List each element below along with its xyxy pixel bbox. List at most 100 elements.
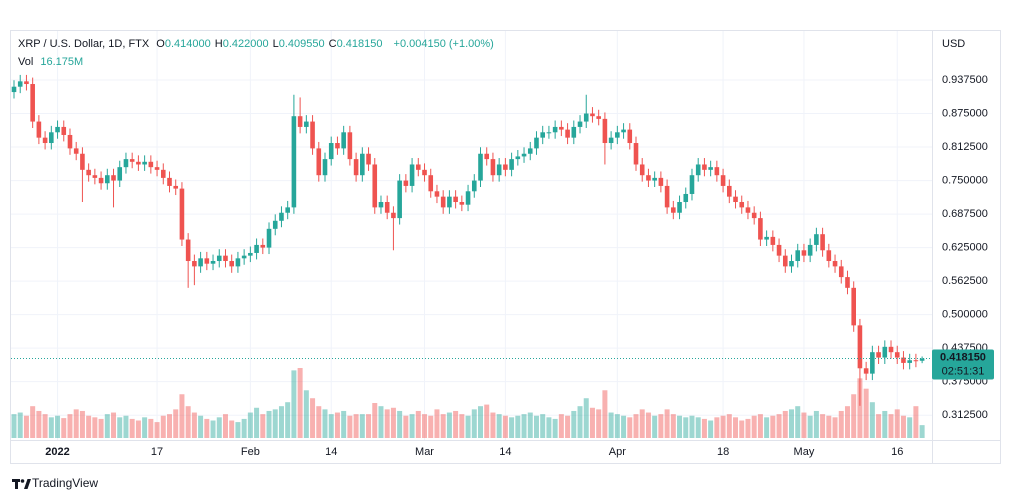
volume-bar (42, 414, 48, 438)
volume-bar (241, 418, 247, 438)
volume-bar (111, 412, 117, 438)
candle-body (409, 164, 415, 186)
candle-body (459, 202, 465, 205)
volume-bar (614, 414, 620, 438)
candle-body (154, 167, 160, 170)
volume-bar (23, 415, 29, 438)
candle-body (30, 84, 35, 122)
candle-body (888, 346, 894, 353)
volume-bar (11, 414, 17, 438)
candle-body (347, 132, 353, 160)
candle-body (484, 153, 490, 160)
volume-bar (851, 394, 857, 438)
change: +0.004150 (+1.00%) (393, 38, 494, 50)
volume-bar (658, 414, 664, 438)
candle-body (24, 81, 29, 85)
volume-bar (104, 414, 110, 438)
candle-body (801, 250, 807, 256)
volume-bar (639, 409, 645, 438)
candle-body (67, 134, 73, 149)
candle-body (845, 277, 850, 288)
candle-body (870, 352, 875, 374)
volume-bar (123, 415, 129, 438)
volume-bar (229, 420, 235, 438)
candle-body (297, 116, 303, 127)
volume-bar (621, 415, 627, 438)
volume-bar (739, 420, 745, 438)
volume-bar (465, 415, 471, 438)
symbol-title: XRP / U.S. Dollar, 1D, FTX (18, 38, 150, 50)
candle-body (229, 261, 234, 267)
x-tick-label: Mar (415, 446, 434, 458)
volume-bar (913, 406, 919, 438)
candle-body (465, 191, 471, 205)
volume-bar (440, 414, 446, 438)
volume-bar (857, 378, 863, 438)
candle-body (615, 132, 620, 138)
volume-bar (266, 410, 272, 438)
volume-bar (92, 417, 98, 438)
volume-bar (602, 390, 608, 438)
candle-body (782, 255, 788, 267)
volume-bar (515, 415, 521, 438)
candle-body (316, 148, 322, 176)
candle-body (73, 148, 79, 154)
x-tick-label: 16 (891, 446, 903, 458)
candle-body (17, 81, 23, 87)
volume-bar (764, 417, 770, 438)
ohlc-values: O0.414000 H0.422000 L0.409550 C0.418150 (156, 38, 386, 50)
candle-body (55, 126, 60, 133)
volume-bar (198, 415, 204, 438)
candle-body (509, 159, 514, 170)
candle-body (216, 255, 222, 262)
candle-body (496, 164, 502, 176)
volume-bar (378, 406, 384, 438)
volume-bar (415, 410, 421, 438)
candle-body (36, 121, 42, 138)
volume-bar (552, 418, 558, 438)
volume-bar (540, 414, 546, 438)
candle-body (789, 261, 794, 267)
volume-bar (894, 409, 900, 438)
candle-body (447, 196, 452, 208)
volume-bar (67, 414, 73, 438)
candle-body (291, 116, 297, 208)
volume-bar (919, 425, 925, 438)
candle-body (913, 360, 919, 362)
candle-body (832, 261, 838, 267)
volume-bar (353, 414, 359, 438)
y-tick-label: 0.687500 (942, 208, 988, 220)
candle-body (360, 153, 365, 176)
volume-bar (502, 415, 508, 438)
candle-body (310, 121, 315, 149)
ohlc-key: C (328, 38, 337, 50)
volume-bar (589, 407, 595, 438)
volume-bar (254, 407, 260, 438)
volume-bar (148, 418, 154, 438)
candle-body (98, 177, 104, 184)
candle-body (322, 159, 328, 176)
candle-body (92, 175, 98, 178)
candle-body (919, 358, 925, 361)
volume-bar (403, 415, 409, 438)
y-tick-label: 0.875000 (942, 107, 988, 119)
candle-body (185, 239, 191, 262)
volume-bar (471, 409, 477, 438)
candle-body (260, 244, 266, 248)
volume-bar (297, 368, 303, 438)
volume-bar (683, 417, 689, 438)
volume-bar (291, 370, 297, 438)
candle-body (751, 212, 757, 219)
volume-bar (726, 414, 732, 438)
volume-bar (173, 409, 179, 438)
candle-body (378, 202, 384, 208)
volume-bar (521, 414, 527, 438)
volume-bar (869, 402, 875, 438)
candle-body (422, 169, 427, 176)
volume-bar (677, 415, 683, 438)
volume-bar (55, 415, 61, 438)
volume-bar (832, 417, 838, 438)
candle-body (571, 126, 577, 138)
candle-body (689, 175, 695, 194)
